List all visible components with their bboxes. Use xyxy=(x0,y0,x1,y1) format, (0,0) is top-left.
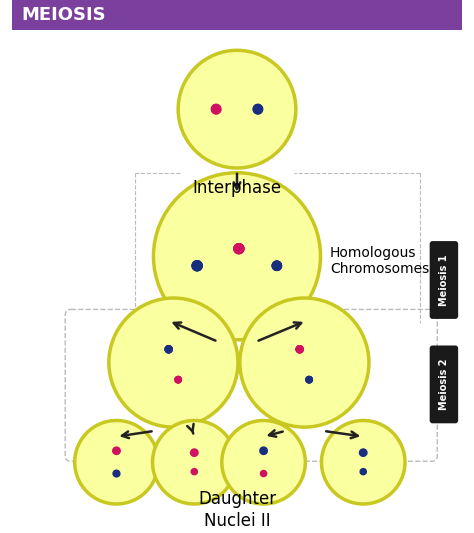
Circle shape xyxy=(178,50,296,168)
Circle shape xyxy=(321,421,405,504)
Text: Meiosis 1: Meiosis 1 xyxy=(439,254,449,306)
Text: Interphase: Interphase xyxy=(192,180,282,197)
Circle shape xyxy=(240,298,369,427)
Circle shape xyxy=(109,298,238,427)
Circle shape xyxy=(75,421,158,504)
Circle shape xyxy=(154,173,320,340)
FancyBboxPatch shape xyxy=(429,345,458,423)
Text: MEIOSIS: MEIOSIS xyxy=(21,6,106,24)
Text: Meiosis 2: Meiosis 2 xyxy=(439,359,449,410)
Bar xyxy=(12,0,462,30)
Text: Homologous
Chromosomes: Homologous Chromosomes xyxy=(330,246,429,276)
Circle shape xyxy=(153,421,236,504)
Text: Daughter
Nuclei II: Daughter Nuclei II xyxy=(198,490,276,530)
FancyBboxPatch shape xyxy=(429,241,458,319)
Circle shape xyxy=(222,421,305,504)
